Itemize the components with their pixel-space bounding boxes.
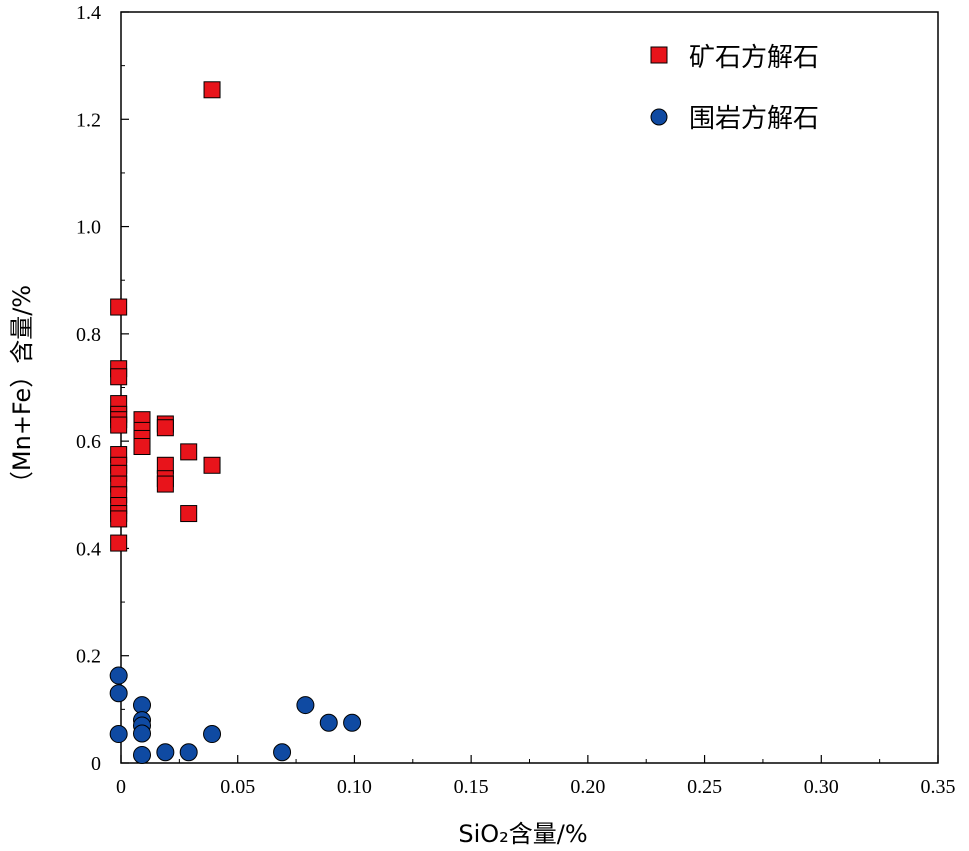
x-tick-label: 0.20 [570, 776, 605, 798]
legend-label-ore-calcite: 矿石方解石 [689, 43, 819, 73]
data-point-circle [156, 743, 175, 762]
axis-ticks [120, 11, 939, 764]
y-tick-label: 0.4 [76, 538, 101, 560]
x-tick-label: 0 [116, 776, 126, 798]
series-1 [109, 666, 362, 764]
y-tick-label: 0.6 [76, 431, 101, 453]
data-point-circle [133, 745, 152, 764]
data-point-circle [133, 696, 152, 715]
x-tick-label: 0.35 [921, 776, 956, 798]
data-point-square [110, 416, 128, 434]
y-tick-label: 1.2 [76, 109, 101, 131]
y-tick-label: 0.8 [76, 324, 101, 346]
x-tick-label: 0.15 [454, 776, 489, 798]
data-point-square [110, 534, 128, 552]
data-point-square [156, 475, 174, 493]
data-points [109, 81, 362, 764]
x-tick-label: 0.05 [220, 776, 255, 798]
x-axis-title: SiO₂含量/% [458, 820, 587, 848]
legend: 矿石方解石 围岩方解石 [650, 43, 819, 134]
data-point-circle [343, 713, 362, 732]
y-axis-title: （Mn+Fe）含量/% [8, 285, 36, 495]
data-point-square [110, 298, 128, 316]
legend-label-wallrock-calcite: 围岩方解石 [689, 104, 819, 134]
y-tick-label: 1.0 [76, 217, 101, 239]
data-point-square [133, 438, 151, 456]
series-0 [110, 81, 221, 552]
data-point-circle [109, 666, 128, 685]
data-point-square [203, 456, 221, 474]
x-tick-label: 0.25 [687, 776, 722, 798]
y-tick-label: 0 [91, 753, 101, 775]
x-tick-label: 0.10 [337, 776, 372, 798]
data-point-circle [273, 743, 292, 762]
data-point-circle [319, 713, 338, 732]
data-point-square [203, 81, 221, 99]
data-point-square [110, 510, 128, 528]
data-point-circle [133, 724, 152, 743]
data-point-circle [296, 696, 315, 715]
legend-marker-ore-calcite [650, 46, 668, 64]
data-point-square [156, 419, 174, 437]
data-point-circle [109, 725, 128, 744]
data-point-square [180, 443, 198, 461]
data-point-square [180, 505, 198, 523]
x-tick-label: 0.30 [804, 776, 839, 798]
x-tick-labels: 0 0.05 0.10 0.15 0.20 0.25 0.30 0.35 [116, 776, 956, 798]
y-tick-labels: 0 0.2 0.4 0.6 0.8 1.0 1.2 1.4 [76, 2, 101, 775]
data-point-square [110, 368, 128, 386]
legend-marker-wallrock-calcite [650, 108, 668, 126]
data-point-circle [203, 725, 222, 744]
data-point-circle [109, 684, 128, 703]
y-tick-label: 0.2 [76, 646, 101, 668]
y-tick-label: 1.4 [76, 2, 101, 24]
data-point-circle [179, 743, 198, 762]
